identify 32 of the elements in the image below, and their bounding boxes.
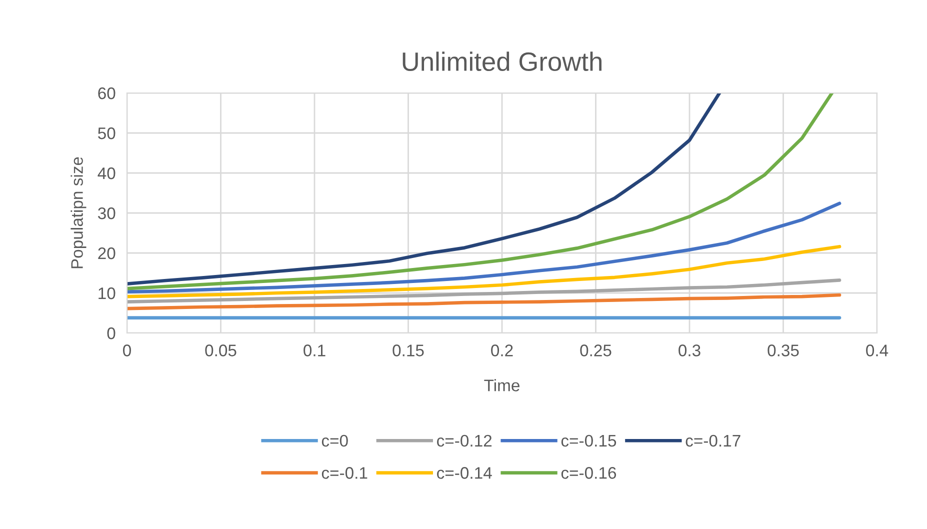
y-tick-label: 0: [107, 327, 116, 340]
line-series: [127, 93, 834, 290]
x-tick-label: 0.35: [768, 344, 799, 356]
x-tick-label: 0: [123, 344, 131, 356]
y-tick-label: 50: [98, 127, 116, 140]
y-tick-label: 40: [98, 167, 116, 180]
legend-label: c=-0.14: [437, 467, 492, 479]
x-tick-label: 0.2: [491, 344, 513, 356]
y-tick-label: 10: [98, 287, 116, 300]
line-series: [127, 202, 842, 294]
line-series: [127, 244, 842, 298]
chart-title: Unlimited Growth: [402, 52, 602, 72]
line-series: [127, 293, 842, 310]
y-tick-label: 30: [98, 207, 116, 220]
x-tick-label: 0.15: [392, 344, 424, 356]
x-tick-label: 0.1: [304, 344, 326, 356]
y-tick-label: 20: [98, 247, 116, 260]
legend-label: c=-0.12: [437, 434, 492, 447]
y-tick-label: 60: [98, 87, 116, 100]
line-series: [127, 93, 722, 286]
legend-label: c=-0.16: [561, 467, 616, 479]
legend-label: c=-0.15: [561, 434, 616, 447]
y-axis-title: Populatipn size: [70, 157, 86, 268]
line-series: [127, 278, 842, 304]
x-tick-label: 0.3: [678, 344, 700, 356]
x-axis-title: Time: [484, 379, 520, 392]
legend-label: c=0: [322, 434, 348, 447]
x-tick-label: 0.05: [205, 344, 236, 356]
x-tick-label: 0.4: [866, 344, 888, 356]
legend-label: c=-0.1: [322, 467, 368, 479]
legend-label: c=-0.17: [686, 434, 740, 447]
x-tick-label: 0.25: [580, 344, 612, 356]
